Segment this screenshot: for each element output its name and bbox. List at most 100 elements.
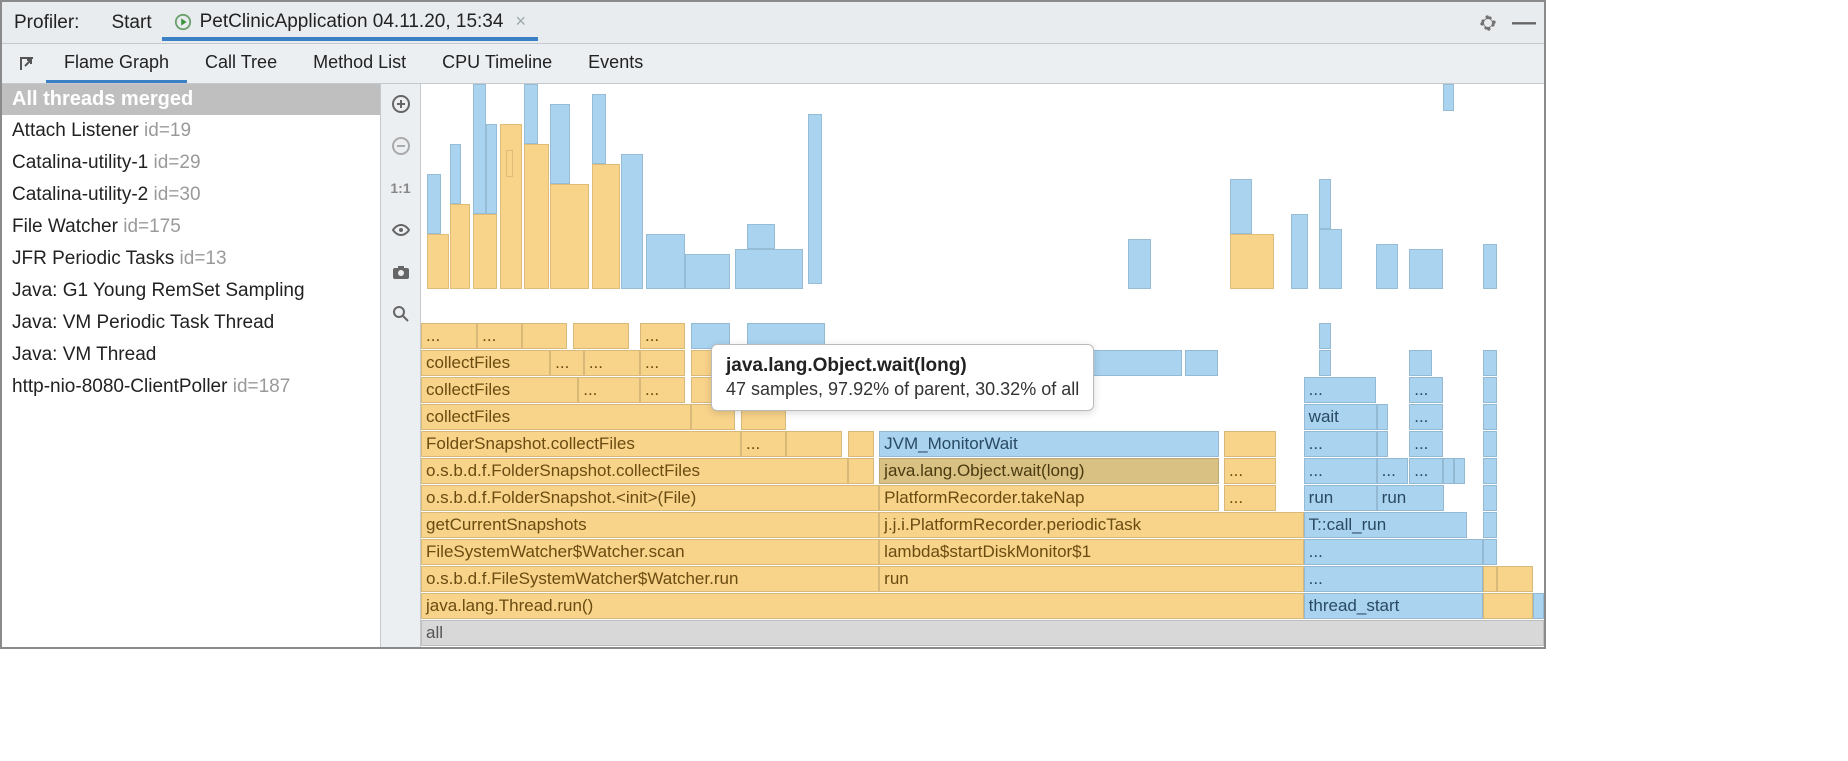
thread-item[interactable]: Java: VM Thread xyxy=(2,339,380,371)
flame-bar[interactable]: ... xyxy=(1409,377,1443,403)
flame-bar[interactable] xyxy=(1377,431,1388,457)
flame-bar[interactable]: getCurrentSnapshots xyxy=(421,512,879,538)
thread-item[interactable]: JFR Periodic Tasks id=13 xyxy=(2,243,380,275)
flame-bar[interactable] xyxy=(786,431,842,457)
minimize-icon[interactable]: — xyxy=(1512,9,1536,37)
flame-bar[interactable] xyxy=(1454,458,1465,484)
flame-bar[interactable]: ... xyxy=(1377,458,1408,484)
flame-bar[interactable] xyxy=(1483,377,1496,403)
flame-bar[interactable]: collectFiles xyxy=(421,377,578,403)
flame-bar[interactable]: JVM_MonitorWait xyxy=(879,431,1219,457)
flame-bar[interactable] xyxy=(1483,593,1532,619)
thread-list-header[interactable]: All threads merged xyxy=(2,84,380,115)
thread-item[interactable]: Catalina-utility-2 id=30 xyxy=(2,179,380,211)
flame-bar[interactable]: o.s.b.d.f.FolderSnapshot.collectFiles xyxy=(421,458,848,484)
start-button[interactable]: Start xyxy=(101,8,161,38)
flame-graph[interactable]: .........collectFiles.........__psynch_c… xyxy=(421,84,1544,647)
thread-item[interactable]: Java: VM Periodic Task Thread xyxy=(2,307,380,339)
flame-bar[interactable]: ... xyxy=(640,377,685,403)
flame-bar[interactable] xyxy=(1319,323,1330,349)
flame-bar[interactable] xyxy=(848,458,874,484)
camera-icon[interactable] xyxy=(387,258,415,286)
flame-bar[interactable] xyxy=(1224,431,1276,457)
flame-bar[interactable]: ... xyxy=(741,431,786,457)
flame-bar[interactable] xyxy=(1319,350,1330,376)
flame-bar[interactable]: collectFiles xyxy=(421,350,550,376)
flame-bar[interactable] xyxy=(1497,566,1533,592)
flame-bar[interactable] xyxy=(1443,458,1454,484)
flame-bar[interactable]: ... xyxy=(1304,431,1377,457)
tab-flame-graph[interactable]: Flame Graph xyxy=(46,44,187,83)
eye-icon[interactable] xyxy=(387,216,415,244)
flame-bar[interactable]: ... xyxy=(477,323,522,349)
flame-bar[interactable]: ... xyxy=(640,323,685,349)
flame-bar[interactable]: collectFiles xyxy=(421,404,691,430)
flame-bar[interactable]: wait xyxy=(1304,404,1377,430)
flame-bar[interactable] xyxy=(1483,431,1496,457)
flame-bar[interactable]: PlatformRecorder.takeNap xyxy=(879,485,1219,511)
flame-bar[interactable]: ... xyxy=(1304,566,1484,592)
flame-bar[interactable]: run xyxy=(1377,485,1444,511)
flame-bar[interactable]: lambda$startDiskMonitor$1 xyxy=(879,539,1303,565)
flame-bar[interactable] xyxy=(1483,404,1496,430)
flame-bar[interactable] xyxy=(522,323,567,349)
flame-bar[interactable] xyxy=(573,323,629,349)
thread-item[interactable]: Java: G1 Young RemSet Sampling xyxy=(2,275,380,307)
flame-bar[interactable] xyxy=(1409,350,1431,376)
flame-bar[interactable] xyxy=(1483,485,1496,511)
flame-bar[interactable] xyxy=(1483,512,1496,538)
flame-bar[interactable]: FileSystemWatcher$Watcher.scan xyxy=(421,539,879,565)
flame-bar[interactable]: ... xyxy=(421,323,477,349)
flame-bar[interactable]: ... xyxy=(550,350,584,376)
flame-bar[interactable]: ... xyxy=(1409,458,1443,484)
flame-bar[interactable] xyxy=(1483,458,1496,484)
flame-bar[interactable] xyxy=(1483,350,1496,376)
flame-bar[interactable]: o.s.b.d.f.FolderSnapshot.<init>(File) xyxy=(421,485,879,511)
thread-item[interactable]: Catalina-utility-1 id=29 xyxy=(2,147,380,179)
flame-bar[interactable]: ... xyxy=(1224,485,1276,511)
flame-bar[interactable]: ... xyxy=(1224,458,1276,484)
flame-bar[interactable]: ... xyxy=(584,350,640,376)
flame-bar[interactable]: o.s.b.d.f.FileSystemWatcher$Watcher.run xyxy=(421,566,879,592)
profiler-toolbar: Profiler: Start PetClinicApplication 04.… xyxy=(2,2,1544,44)
tab-cpu-timeline[interactable]: CPU Timeline xyxy=(424,44,570,83)
search-icon[interactable] xyxy=(387,300,415,328)
tab-call-tree[interactable]: Call Tree xyxy=(187,44,295,83)
zoom-in-icon[interactable] xyxy=(387,90,415,118)
flame-bar[interactable]: ... xyxy=(1304,539,1484,565)
tab-events[interactable]: Events xyxy=(570,44,661,83)
flame-bar[interactable]: thread_start xyxy=(1304,593,1484,619)
flame-bar[interactable] xyxy=(1483,539,1496,565)
flame-bar[interactable] xyxy=(1185,350,1219,376)
flame-bar[interactable]: run xyxy=(879,566,1303,592)
flame-bar[interactable]: FolderSnapshot.collectFiles xyxy=(421,431,741,457)
flame-bar[interactable]: ... xyxy=(1409,404,1443,430)
flame-bar[interactable]: T::call_run xyxy=(1304,512,1467,538)
zoom-out-icon[interactable] xyxy=(387,132,415,160)
flame-bar[interactable] xyxy=(1483,566,1496,592)
thread-item[interactable]: http-nio-8080-ClientPoller id=187 xyxy=(2,371,380,403)
flame-bar[interactable]: all xyxy=(421,620,1544,646)
flame-bar[interactable]: ... xyxy=(640,350,685,376)
thread-item[interactable]: Attach Listener id=19 xyxy=(2,115,380,147)
flame-tooltip: java.lang.Object.wait(long) 47 samples, … xyxy=(711,344,1094,411)
flame-bar[interactable]: ... xyxy=(1304,377,1376,403)
close-icon[interactable]: × xyxy=(515,11,526,32)
flame-bar[interactable]: java.lang.Thread.run() xyxy=(421,593,1304,619)
flame-bar[interactable] xyxy=(848,431,874,457)
flame-bar[interactable]: ... xyxy=(578,377,640,403)
profiler-tab-active[interactable]: PetClinicApplication 04.11.20, 15:34 × xyxy=(162,5,538,41)
flame-bar[interactable] xyxy=(1533,593,1544,619)
flame-toolbar: 1:1 xyxy=(381,84,421,647)
flame-bar[interactable]: java.lang.Object.wait(long) xyxy=(879,458,1219,484)
flame-bar[interactable]: j.j.i.PlatformRecorder.periodicTask xyxy=(879,512,1303,538)
one-to-one-icon[interactable]: 1:1 xyxy=(387,174,415,202)
gear-icon[interactable] xyxy=(1478,13,1498,33)
thread-item[interactable]: File Watcher id=175 xyxy=(2,211,380,243)
flame-bar[interactable]: ... xyxy=(1409,431,1443,457)
expand-icon[interactable] xyxy=(8,44,46,83)
flame-bar[interactable]: ... xyxy=(1304,458,1377,484)
tab-method-list[interactable]: Method List xyxy=(295,44,424,83)
flame-bar[interactable]: run xyxy=(1304,485,1377,511)
flame-bar[interactable] xyxy=(1377,404,1388,430)
